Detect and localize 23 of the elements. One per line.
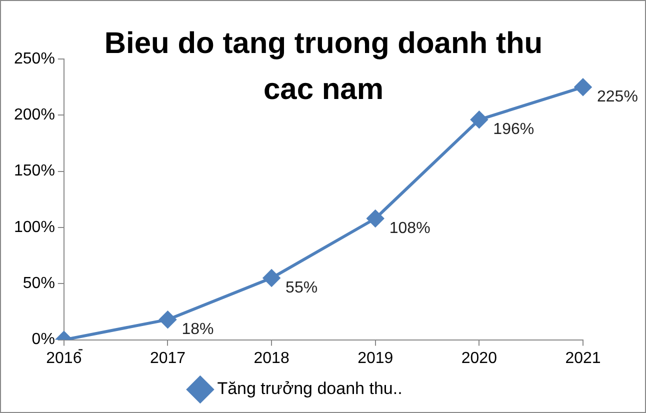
x-tick-label: 2017 (150, 350, 186, 367)
y-tick-label: 150% (14, 162, 55, 180)
data-label: 18% (182, 320, 214, 338)
chart-title: Bieu do tang truong doanh thu cac nam (103, 26, 544, 108)
legend-label: Tăng trưởng doanh thu.. (217, 379, 402, 398)
point (470, 111, 488, 128)
point (366, 210, 384, 227)
x-tick-label: 2018 (254, 350, 290, 367)
x-tick-label: 2021 (565, 350, 601, 367)
data-label: 196% (493, 121, 534, 138)
y-tick-label: 200% (14, 106, 55, 124)
x-tick-label: 2019 (358, 350, 394, 367)
y-tick-label: 0% (32, 331, 55, 348)
point (159, 311, 176, 328)
y-tick-label: 250% (14, 50, 55, 68)
data-label: 55% (286, 279, 318, 296)
x-tick-label: 2020 (461, 350, 498, 367)
data-label: 225% (597, 88, 638, 106)
point (263, 270, 280, 287)
y-tick-label: 50% (22, 275, 55, 292)
point (574, 78, 592, 96)
data-label: 108% (389, 220, 430, 237)
y-tick-label: 100% (14, 218, 55, 236)
